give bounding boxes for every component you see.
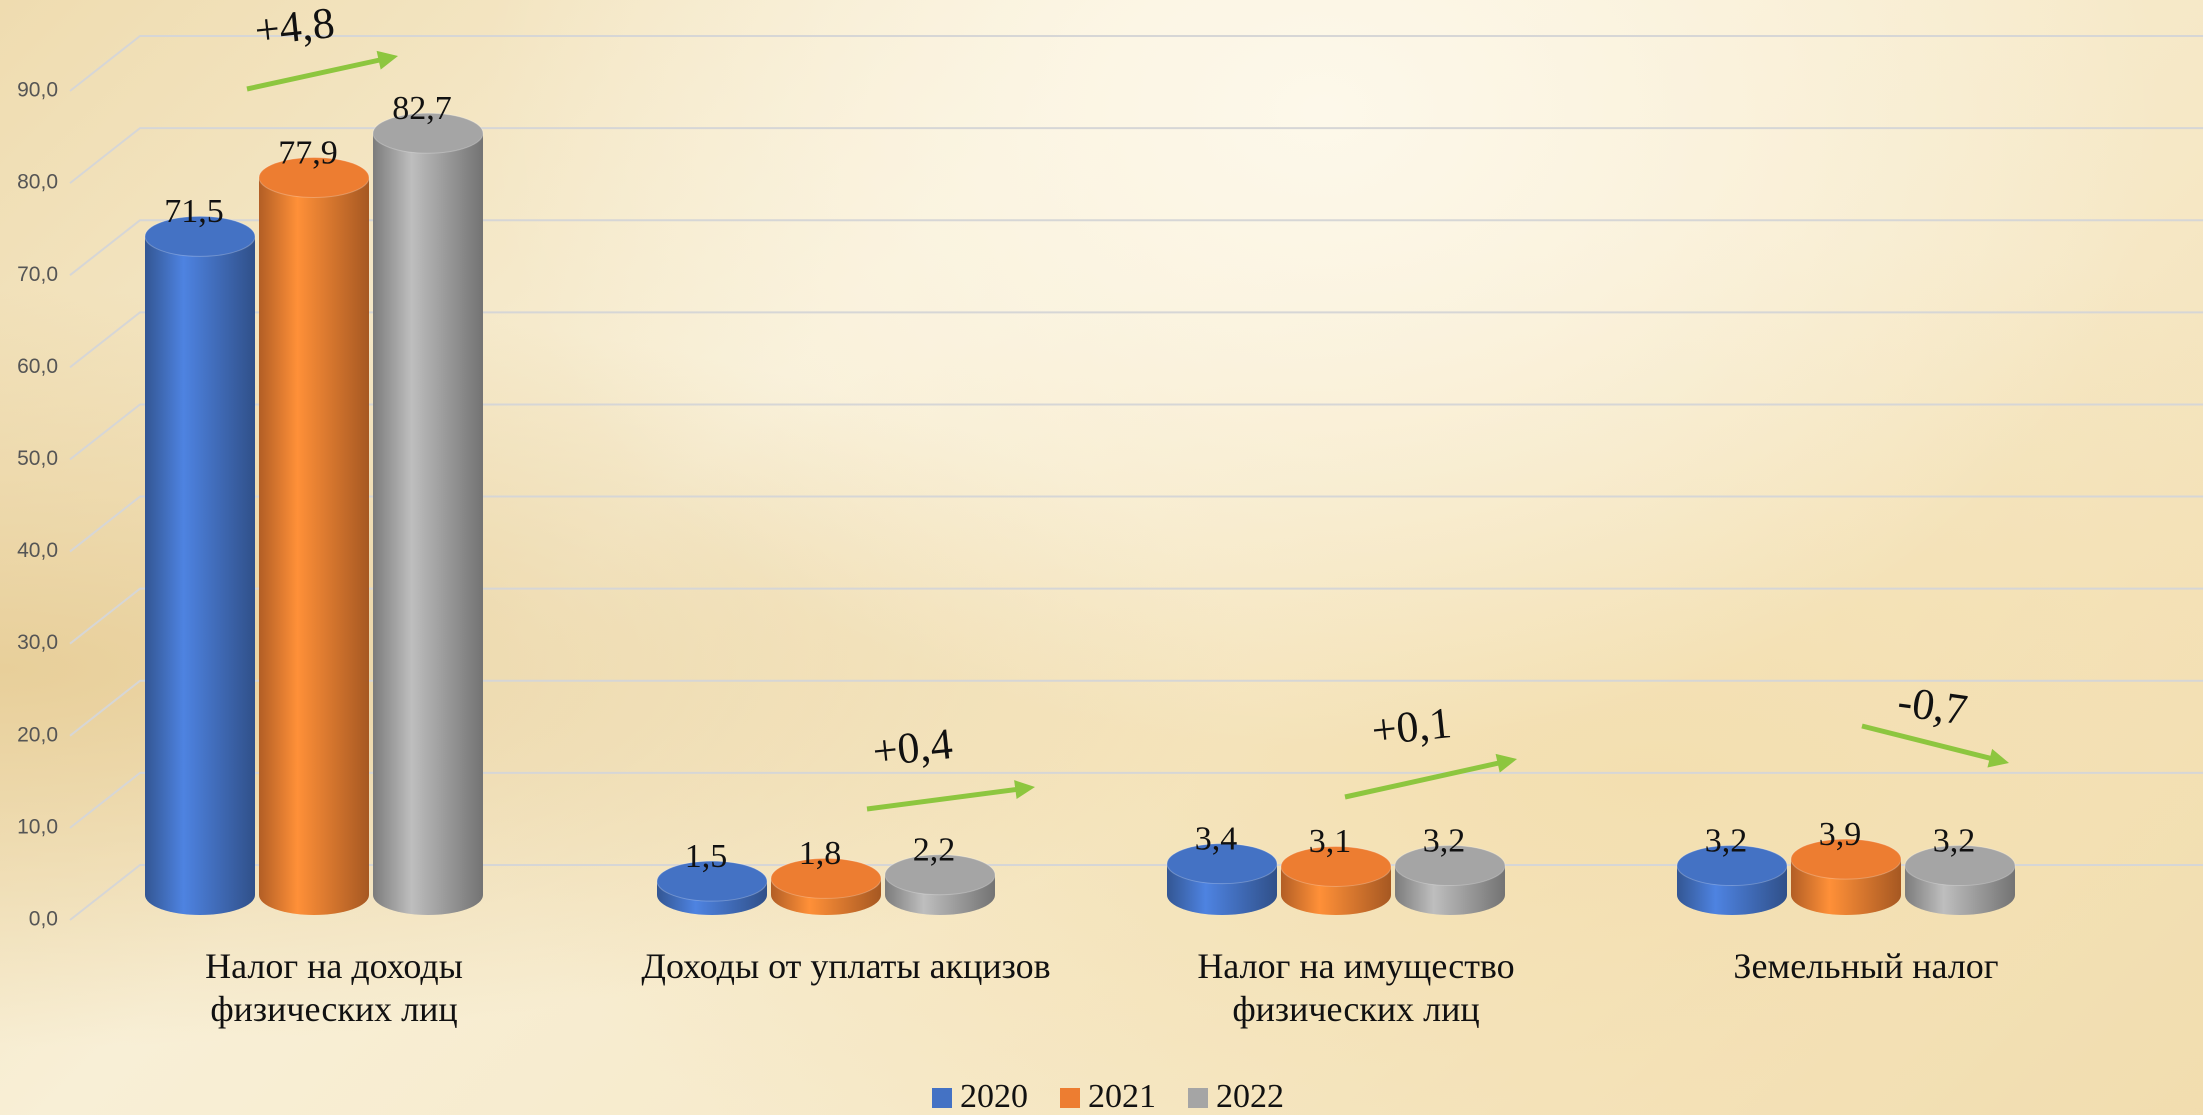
legend-swatch — [932, 1088, 952, 1108]
y-tick-label: 70,0 — [17, 263, 58, 286]
y-tick-label: 0,0 — [29, 908, 58, 931]
bar-top — [1676, 845, 1788, 887]
value-label: 3,4 — [1195, 820, 1238, 857]
y-tick-label: 80,0 — [17, 171, 58, 194]
legend-swatch — [1188, 1088, 1208, 1108]
y-tick-label: 10,0 — [17, 815, 58, 838]
arrow — [1861, 723, 1998, 763]
legend-label: 2020 — [960, 1078, 1028, 1115]
grid-line — [69, 679, 2203, 737]
grid-line — [69, 587, 2203, 645]
arrow-head — [1014, 780, 1035, 800]
value-label: 3,2 — [1423, 822, 1466, 859]
y-tick-label: 50,0 — [17, 447, 58, 470]
bar-top — [1280, 845, 1392, 887]
annotation: +0,1 — [1369, 698, 1454, 755]
y-tick-label: 90,0 — [17, 79, 58, 102]
arrow-head — [1495, 753, 1517, 773]
grid-line — [69, 311, 2203, 369]
value-label: 3,1 — [1309, 823, 1352, 860]
bar-top — [1904, 845, 2016, 887]
bar-top — [1394, 845, 1506, 887]
value-label: 3,2 — [1933, 822, 1976, 859]
bar-top — [372, 112, 484, 154]
bar-top — [144, 215, 256, 257]
bar — [145, 236, 255, 896]
x-tick-label: Доходы от уплаты акцизов — [641, 946, 1051, 986]
y-tick-label: 40,0 — [17, 539, 58, 562]
annotation: +4,8 — [252, 0, 337, 55]
legend-label: 2021 — [1088, 1078, 1156, 1115]
x-tick-label: Земельный налог — [1733, 946, 1999, 986]
bar — [373, 133, 483, 896]
value-label: 71,5 — [164, 193, 224, 230]
value-label: 77,9 — [278, 134, 338, 171]
bar-top — [1790, 838, 1902, 880]
arrow — [1344, 759, 1506, 800]
annotation: +0,4 — [870, 719, 955, 776]
grid-line — [69, 35, 2203, 92]
x-tick-label: Налог на имущество физических лиц — [1197, 946, 1515, 1029]
value-label: 3,2 — [1705, 822, 1748, 859]
grid-line — [69, 864, 2203, 921]
grid-line — [69, 771, 2203, 829]
y-tick-label: 30,0 — [17, 631, 58, 654]
value-label: 82,7 — [392, 90, 452, 127]
value-label: 2,2 — [913, 832, 956, 869]
bar — [259, 177, 369, 895]
x-tick-label: Налог на доходы физических лиц — [205, 946, 463, 1029]
bar-top — [770, 857, 882, 899]
bar-top — [1166, 843, 1278, 885]
bar-top — [258, 156, 370, 198]
arrow-head — [376, 50, 398, 70]
value-label: 1,5 — [685, 838, 728, 875]
annotation: -0,7 — [1895, 677, 1971, 735]
grid-line — [69, 219, 2203, 277]
value-label: 3,9 — [1819, 816, 1862, 853]
legend-label: 2022 — [1216, 1078, 1284, 1115]
arrow — [866, 786, 1024, 812]
grid-line — [69, 127, 2203, 184]
y-tick-label: 60,0 — [17, 355, 58, 378]
y-tick-label: 20,0 — [17, 723, 58, 746]
value-label: 1,8 — [799, 835, 842, 872]
bar-top — [884, 854, 996, 896]
arrow-head — [1987, 748, 2009, 768]
legend-swatch — [1060, 1088, 1080, 1108]
bar-top — [656, 860, 768, 902]
arrow — [246, 56, 387, 92]
grid-line — [69, 495, 2203, 553]
grid-line — [69, 403, 2203, 461]
